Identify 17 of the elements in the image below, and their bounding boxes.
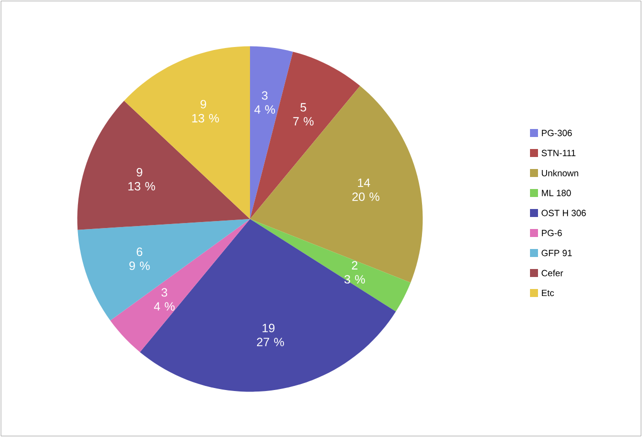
legend-label: OST H 306: [542, 210, 586, 216]
legend-label: Unknown: [542, 170, 578, 176]
data-label: 3 4 %: [254, 91, 275, 114]
data-label: 6 9 %: [129, 248, 150, 270]
data-label: 14 20 %: [352, 178, 380, 201]
legend-label: GFP 91: [542, 250, 572, 256]
legend-label: Etc: [542, 290, 554, 296]
data-label: 9 13 %: [192, 100, 219, 122]
data-label: 3 4 %: [154, 288, 175, 311]
data-label: 19 27 %: [256, 324, 284, 346]
legend-label: Cefer: [542, 270, 564, 276]
data-label: 5 7 %: [293, 103, 314, 126]
data-label: 9 13 %: [128, 168, 156, 190]
legend-label: PG-306: [542, 130, 572, 136]
legend-label: STN-111: [542, 150, 576, 156]
legend-label: PG-6: [542, 230, 562, 236]
legend-label: ML 180: [542, 190, 571, 196]
